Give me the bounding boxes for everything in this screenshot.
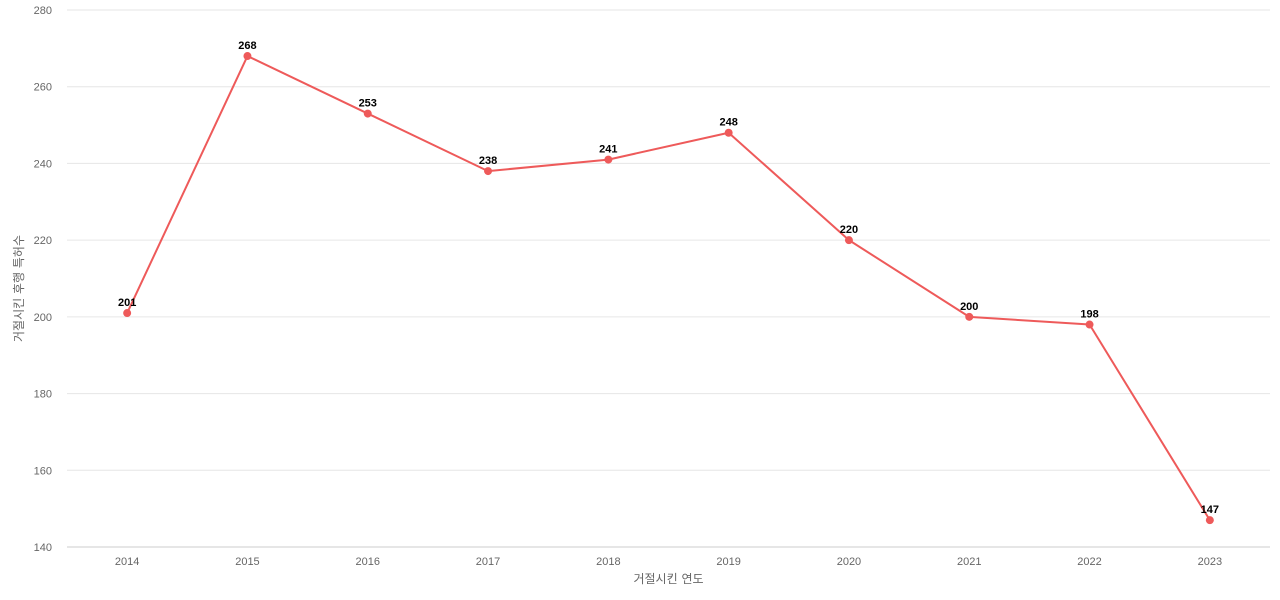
y-tick-label: 240 [34, 158, 52, 170]
data-label: 268 [238, 40, 256, 52]
x-tick-label: 2023 [1198, 556, 1222, 568]
x-tick-label: 2020 [837, 556, 861, 568]
y-axis-ticks: 140 160 180 200 220 240 260 280 [34, 5, 52, 554]
data-point[interactable] [363, 109, 372, 118]
x-tick-label: 2022 [1077, 556, 1101, 568]
y-tick-label: 140 [34, 542, 52, 554]
x-tick-label: 2014 [115, 556, 139, 568]
gridlines [67, 9, 1270, 471]
y-tick-label: 260 [34, 82, 52, 94]
x-tick-label: 2019 [716, 556, 740, 568]
data-label: 147 [1201, 504, 1219, 516]
series-line [126, 55, 1211, 521]
x-tick-label: 2015 [235, 556, 259, 568]
data-point[interactable] [123, 309, 132, 318]
x-tick-label: 2021 [957, 556, 981, 568]
x-axis-title: 거절시킨 연도 [633, 572, 703, 586]
data-label: 200 [960, 301, 978, 313]
x-tick-label: 2018 [596, 556, 620, 568]
x-axis-ticks: 2014 2015 2016 2017 2018 2019 2020 2021 2022 2023 [115, 556, 1222, 568]
data-labels: 201 268 253 238 241 248 220 200 198 147 [118, 40, 1219, 516]
y-tick-label: 200 [34, 312, 52, 324]
data-label: 238 [479, 155, 497, 167]
data-label: 241 [599, 144, 617, 156]
y-axis-title: 거절시킨 후행 특허수 [11, 235, 26, 342]
y-tick-label: 160 [34, 465, 52, 477]
data-point[interactable] [484, 167, 493, 176]
x-tick-label: 2016 [356, 556, 380, 568]
data-point[interactable] [1205, 516, 1214, 525]
data-point[interactable] [604, 155, 613, 164]
data-point[interactable] [965, 312, 974, 321]
y-tick-label: 180 [34, 389, 52, 401]
data-point[interactable] [724, 128, 733, 137]
x-tick-label: 2017 [476, 556, 500, 568]
data-label: 201 [118, 297, 136, 309]
data-label: 248 [719, 117, 737, 129]
data-label: 253 [359, 98, 377, 110]
data-point[interactable] [1085, 320, 1094, 329]
data-label: 198 [1080, 309, 1098, 321]
data-point[interactable] [243, 52, 252, 61]
y-tick-label: 280 [34, 5, 52, 17]
data-label: 220 [840, 224, 858, 236]
data-point[interactable] [844, 236, 853, 245]
y-tick-label: 220 [34, 235, 52, 247]
series-group [123, 52, 1214, 525]
